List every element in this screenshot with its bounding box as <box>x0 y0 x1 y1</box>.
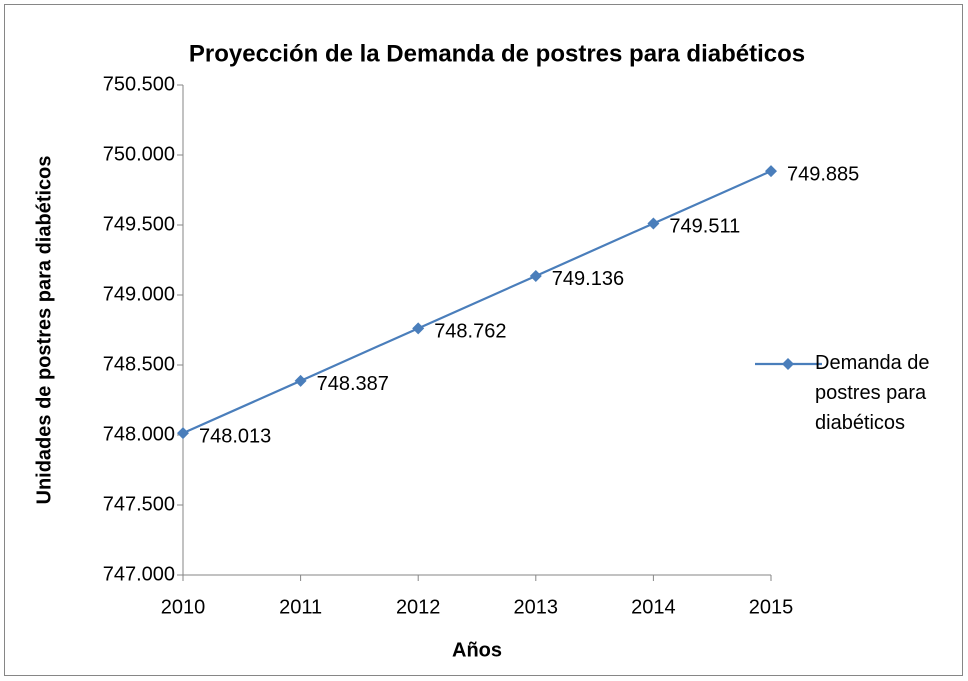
x-tick-label: 2015 <box>749 596 794 618</box>
data-label: 748.387 <box>317 373 389 395</box>
series-line <box>182 170 772 435</box>
legend-box: Demanda de postres para diabéticos <box>815 352 930 434</box>
data-label: 749.136 <box>552 268 624 290</box>
legend-label: Demanda de postres para diabéticos <box>815 352 930 434</box>
marker <box>647 217 660 230</box>
x-tick-label: 2014 <box>631 596 676 618</box>
y-tick-label: 748.000 <box>103 423 175 445</box>
y-tick-label: 748.500 <box>103 353 175 375</box>
y-tick-label: 749.000 <box>103 283 175 305</box>
x-axis-label: Años <box>452 639 502 661</box>
x-tick-label: 2010 <box>161 596 206 618</box>
x-tick-label: 2011 <box>279 596 322 618</box>
y-tick-label: 750.000 <box>103 143 175 165</box>
marker <box>177 427 189 440</box>
y-tick-label: 747.500 <box>103 493 175 515</box>
data-label: 749.511 <box>669 216 740 238</box>
data-label: 748.762 <box>434 321 506 343</box>
marker <box>412 322 425 335</box>
y-tick-label: 749.500 <box>103 213 175 235</box>
x-tick-label: 2012 <box>396 596 441 618</box>
chart-frame <box>4 4 963 676</box>
data-label: 748.013 <box>199 425 271 447</box>
marker <box>529 269 542 282</box>
marker <box>765 165 777 178</box>
legend-marker <box>782 358 794 370</box>
y-axis-label: Unidades de postres para diabéticos <box>33 156 55 505</box>
data-label: 749.885 <box>787 163 859 185</box>
y-tick-label: 750.500 <box>103 73 175 95</box>
marker <box>294 374 307 387</box>
chart-title: Proyección de la Demanda de postres para… <box>189 40 805 67</box>
x-tick-label: 2013 <box>514 596 559 618</box>
y-tick-label: 747.000 <box>103 563 175 585</box>
